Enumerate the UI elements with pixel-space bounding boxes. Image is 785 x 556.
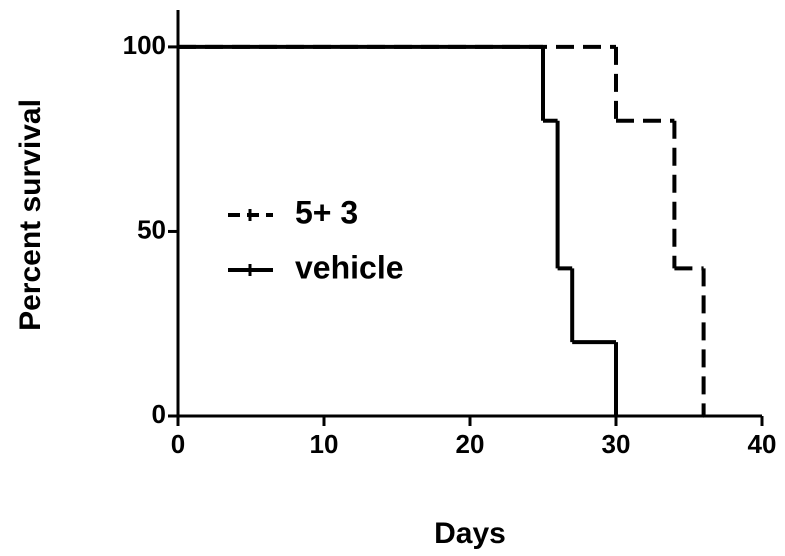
y-tick-label: 100	[123, 30, 166, 60]
x-tick-label: 30	[602, 429, 631, 459]
x-tick-label: 40	[748, 429, 777, 459]
x-tick-label: 10	[310, 429, 339, 459]
x-tick-label: 0	[171, 429, 185, 459]
y-tick-label: 50	[137, 214, 166, 244]
legend-label: 5+ 3	[295, 194, 358, 230]
y-axis-label: Percent survival	[14, 99, 47, 331]
x-axis-label: Days	[434, 517, 506, 550]
x-tick-label: 20	[456, 429, 485, 459]
legend-label: vehicle	[295, 249, 404, 285]
y-tick-label: 0	[152, 399, 166, 429]
